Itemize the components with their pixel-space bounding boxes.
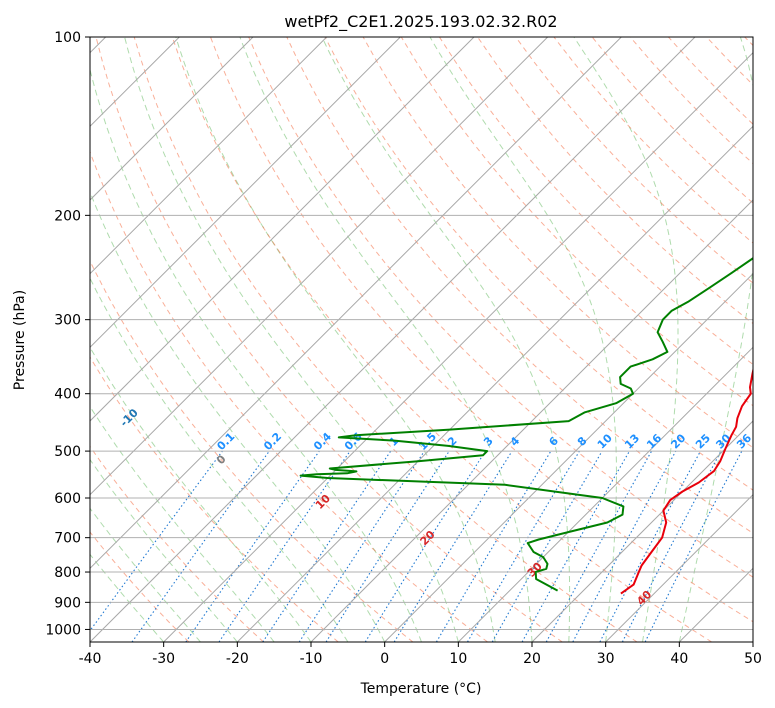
x-tick-label: -20 bbox=[226, 651, 249, 667]
y-tick-label: 300 bbox=[54, 313, 81, 329]
mixing-ratio-line bbox=[131, 450, 270, 642]
mixing-ratio-line bbox=[393, 450, 513, 642]
isotherms bbox=[90, 37, 753, 642]
x-axis-label: Temperature (°C) bbox=[360, 681, 482, 697]
isotherm-line bbox=[90, 37, 328, 275]
dry-adiabat-line bbox=[248, 37, 753, 578]
moist-adiabat-line bbox=[90, 190, 386, 642]
plot-frame bbox=[89, 36, 754, 643]
y-tick-label: 600 bbox=[54, 491, 81, 507]
x-tick-label: -30 bbox=[152, 651, 175, 667]
isotherm-line bbox=[384, 272, 753, 642]
x-tick-label: -10 bbox=[300, 651, 323, 667]
isotherm-line bbox=[457, 346, 753, 642]
mixing-ratio-line bbox=[90, 450, 223, 632]
isotherm-line bbox=[90, 37, 401, 349]
isotherm-line bbox=[90, 37, 549, 496]
moist-adiabat-line bbox=[90, 507, 201, 642]
profile-series bbox=[299, 257, 753, 595]
x-tick-label: -40 bbox=[79, 651, 102, 667]
moist-adiabat-line bbox=[90, 405, 275, 642]
dry-adiabat-line bbox=[90, 356, 339, 642]
isotherm-line bbox=[90, 37, 475, 422]
x-tick-label: 40 bbox=[670, 651, 688, 667]
dry-adiabat-line bbox=[210, 37, 753, 623]
moist-adiabat-line bbox=[90, 277, 349, 642]
mixing-ratio-line bbox=[218, 450, 351, 642]
profile-line bbox=[620, 366, 753, 595]
dry-adiabat-line bbox=[133, 37, 638, 642]
x-tick-label: 10 bbox=[449, 651, 467, 667]
moist-adiabat-line bbox=[321, 37, 571, 642]
y-axis-ticks: 100 200 300 400 500 600 700 800 900 1000 bbox=[45, 30, 90, 638]
y-tick-label: 400 bbox=[54, 387, 81, 403]
dry-adiabat-line bbox=[515, 37, 753, 284]
x-tick-label: 0 bbox=[380, 651, 389, 667]
moist-adiabat-line bbox=[90, 458, 238, 642]
mixing-ratio-line bbox=[298, 450, 425, 642]
mixing-ratio-line bbox=[185, 450, 320, 642]
dry-adiabat-line bbox=[400, 37, 753, 407]
x-tick-label: 20 bbox=[523, 651, 541, 667]
isotherm-line bbox=[90, 37, 622, 570]
moist-adiabat-line bbox=[678, 37, 753, 642]
y-tick-label: 800 bbox=[54, 565, 81, 581]
isotherm-line bbox=[531, 420, 753, 642]
isotherm-line bbox=[90, 37, 254, 201]
moist-adiabat-line bbox=[239, 37, 533, 642]
dry-adiabat-line bbox=[438, 37, 753, 366]
isotherm-line bbox=[236, 125, 753, 642]
y-tick-label: 100 bbox=[54, 30, 81, 46]
mixing-ratio-line bbox=[644, 450, 743, 642]
mixing-ratio-lines bbox=[90, 450, 743, 642]
dry-adiabat-line bbox=[90, 531, 190, 642]
mixing-ratio-line bbox=[572, 450, 677, 642]
x-axis-ticks: -40 -30 -20 -10 0 10 20 30 40 50 bbox=[79, 642, 762, 667]
mixing-ratio-label: 36 bbox=[734, 431, 754, 451]
x-tick-label: 30 bbox=[597, 651, 615, 667]
chart-title: wetPf2_C2E1.2025.193.02.32.R02 bbox=[284, 12, 557, 32]
dry-adiabat-line bbox=[95, 37, 563, 642]
moist-adiabat-line bbox=[573, 37, 679, 642]
moist-adiabat-line bbox=[429, 37, 617, 642]
x-tick-label: 50 bbox=[744, 651, 762, 667]
y-tick-label: 700 bbox=[54, 531, 81, 547]
dry-adiabat-line bbox=[90, 445, 264, 642]
y-tick-label: 1000 bbox=[45, 622, 81, 638]
y-tick-label: 500 bbox=[54, 444, 81, 460]
mixing-ratio-line bbox=[262, 450, 392, 642]
mixing-ratio-line bbox=[325, 450, 450, 642]
dry-adiabat-line bbox=[171, 37, 712, 642]
plot-area: 0.10.20.40.611.52346810131620253036-100-… bbox=[90, 37, 754, 642]
moist-adiabat-line bbox=[90, 67, 422, 642]
isotherm-line bbox=[163, 51, 753, 642]
y-tick-label: 900 bbox=[54, 595, 81, 611]
moist-adiabat-line bbox=[124, 37, 459, 642]
isotherm-line bbox=[310, 199, 753, 642]
moist-adiabat-line bbox=[90, 553, 165, 642]
moist-adiabat-line bbox=[175, 37, 496, 642]
mixing-ratio-line bbox=[521, 450, 630, 642]
mixing-ratio-line bbox=[545, 450, 653, 642]
dry-adiabat-line bbox=[90, 150, 488, 642]
isotherm-line bbox=[605, 493, 753, 642]
isotherm-line bbox=[90, 37, 696, 642]
isobars bbox=[90, 37, 753, 630]
y-axis-label: Pressure (hPa) bbox=[12, 290, 28, 390]
y-tick-label: 200 bbox=[54, 208, 81, 224]
profile-line bbox=[299, 257, 753, 592]
